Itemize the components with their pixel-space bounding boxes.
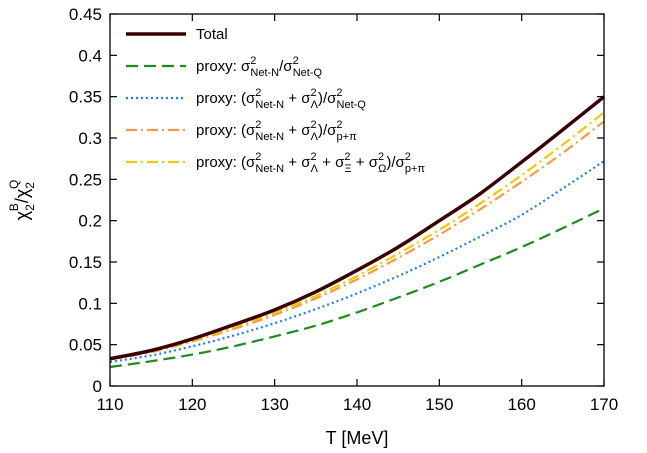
x-tick-label: 110 (96, 395, 123, 414)
x-tick-label: 140 (343, 395, 371, 414)
series-line-total (109, 95, 606, 361)
x-tick-label: 170 (590, 395, 618, 414)
x-tick-label: 130 (260, 395, 288, 414)
x-tick-label: 150 (425, 395, 453, 414)
x-axis-label: T [MeV] (326, 428, 389, 448)
legend-label-proxy-netn-lambda-ppi: proxy: (σ2 Net-N + σ2 Λ)/σ2 p+π (196, 119, 357, 143)
y-tick-label: 0.15 (69, 253, 102, 272)
legend-label-proxy-netn-netq: proxy: σ2 Net-N/σ2 Net-Q (196, 55, 322, 79)
y-tick-label: 0.05 (69, 336, 102, 355)
y-tick-label: 0.45 (69, 5, 102, 24)
plot-frame (109, 13, 605, 387)
series-line-proxy-netn-lambda-netq (109, 160, 605, 364)
legend: Total proxy: σ2 Net-N/σ2 Net-Q proxy: (σ2 Net… (126, 26, 425, 175)
legend-label-proxy-netn-lambda-xi-omega-ppi: proxy: (σ2 Net-N + σ2 Λ + σ2 Ξ + σ2 Ω)/σ2 p+π (196, 151, 425, 175)
y-tick-label: 0.35 (69, 88, 102, 107)
y-tick-label: 0.4 (78, 46, 102, 65)
y-tick-label: 0.2 (78, 212, 102, 231)
series-layer (109, 95, 606, 369)
y-tick-label: 0.1 (78, 294, 102, 313)
x-tick-label: 120 (178, 395, 206, 414)
series-line-proxy-netn-netq (109, 207, 605, 369)
legend-label-proxy-netn-lambda-netq: proxy: (σ2 Net-N + σ2 Λ)/σ2 Net-Q (196, 87, 366, 111)
series-line-proxy-netn-lambda-xi-omega-ppi (109, 111, 605, 360)
y-tick-label: 0 (93, 377, 102, 396)
legend-label-total: Total (196, 26, 228, 43)
y-tick-label: 0.3 (78, 129, 102, 148)
axis-ticks: 110 120 130 140 150 160 170 0 0.05 0.1 0.15 0.2 0.25… (69, 5, 618, 414)
x-tick-label: 160 (507, 395, 535, 414)
y-axis-label-text: χ2B/χ2Q (7, 180, 37, 221)
y-axis-label: χ2B/χ2Q (7, 180, 37, 221)
y-tick-label: 0.25 (69, 170, 102, 189)
